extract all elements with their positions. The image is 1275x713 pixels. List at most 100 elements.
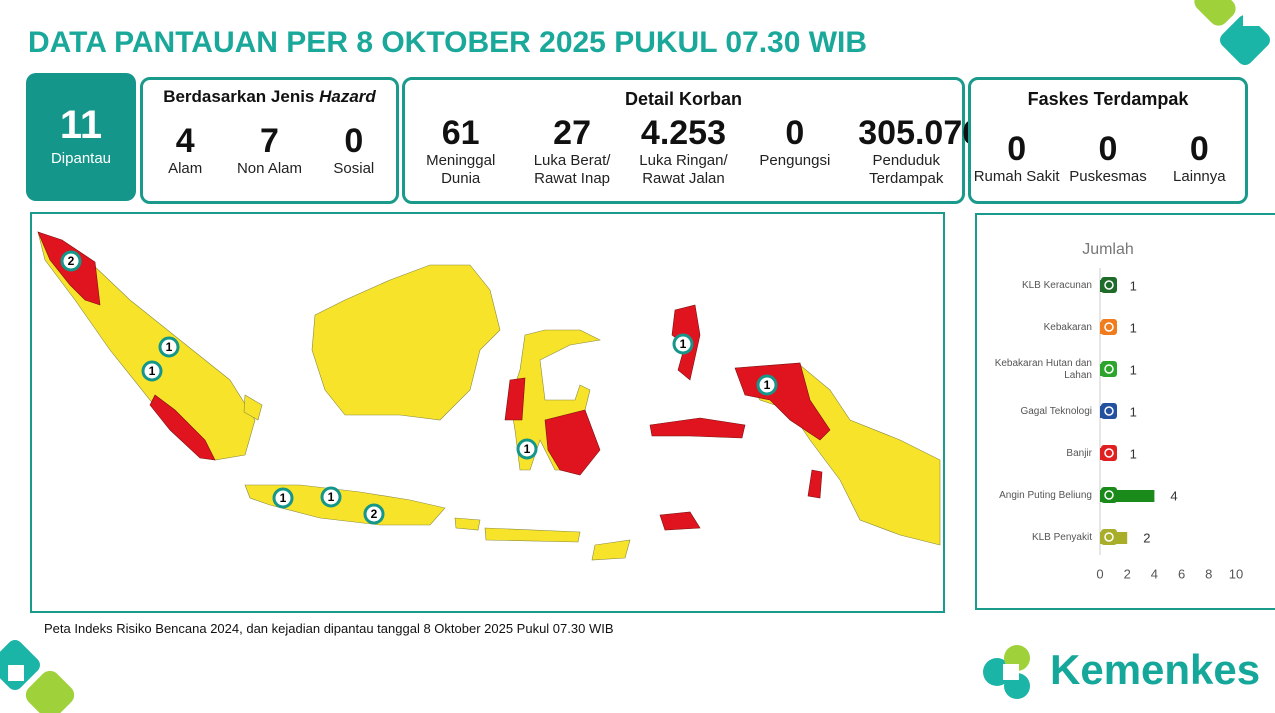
x-tick-label: 6	[1178, 566, 1185, 581]
category-text: KLB Penyakit	[1031, 532, 1092, 543]
category-label: Kebakaran Hutan dan Lahan	[994, 358, 1092, 381]
stat-label: Puskesmas	[1069, 168, 1147, 185]
risk-area	[649, 417, 746, 439]
stat: 7 Non Alam	[227, 122, 311, 178]
title-emphasis: Hazard	[319, 87, 376, 106]
stat-label: Meninggal Dunia	[426, 152, 496, 187]
chart-title: Jumlah	[1082, 241, 1134, 258]
value-label: 1	[1130, 404, 1137, 419]
category-icon	[1101, 277, 1117, 293]
marker	[320, 486, 342, 508]
icon-glyph	[1104, 448, 1114, 458]
category-text: Angin Puting Beliung	[999, 490, 1092, 501]
category-label: Gagal Teknologi	[1020, 406, 1092, 417]
marker-label: 1	[764, 378, 771, 392]
stat-value: 7	[260, 122, 279, 160]
category-icon	[1101, 445, 1117, 461]
stat: 61 Meninggal Dunia	[413, 114, 509, 188]
marker-label: 2	[371, 507, 378, 521]
map-caption: Peta Indeks Risiko Bencana 2024, dan kej…	[44, 621, 614, 636]
category-text: Kebakaran Hutan dan Lahan	[994, 358, 1092, 381]
card-title: Faskes Terdampak	[1027, 89, 1189, 109]
risk-area	[659, 511, 701, 531]
stat-value: 0	[785, 114, 805, 152]
page-title: DATA PANTAUAN PER 8 OKTOBER 2025 PUKUL 0…	[28, 26, 868, 59]
marker	[141, 360, 163, 382]
stat: 4 Alam	[143, 122, 227, 178]
corner-logo	[1194, 0, 1270, 65]
stat: 0 Sosial	[312, 122, 396, 178]
stat-label: Non Alam	[236, 160, 303, 177]
icon-glyph	[1104, 280, 1114, 290]
category-text: Kebakaran	[1043, 322, 1092, 333]
marker-label: 1	[524, 442, 531, 456]
category-label: Angin Puting Beliung	[999, 490, 1092, 501]
risk-area	[807, 469, 823, 499]
marker	[672, 333, 694, 355]
stat: 305.076 Penduduk Terdampak	[858, 114, 982, 188]
x-tick-label: 0	[1096, 566, 1103, 581]
stat: 4.253 Luka Ringan/ Rawat Jalan	[635, 114, 731, 188]
logo-text: Kemenkes	[1050, 646, 1261, 693]
risk-area	[149, 394, 216, 461]
items: 0 Rumah Sakit 0 Puskesmas 0 Lainnya	[971, 130, 1245, 186]
stat-value: 4.253	[640, 114, 727, 152]
marker-label: 1	[166, 340, 173, 354]
category-icon	[1101, 529, 1117, 545]
x-tick-label: 8	[1205, 566, 1212, 581]
risk-area	[544, 409, 601, 476]
island	[311, 264, 501, 421]
category-label: KLB Penyakit	[1031, 532, 1092, 543]
category-icon	[1101, 403, 1117, 419]
category-label: Banjir	[1066, 448, 1092, 459]
stat: 27 Luka Berat/ Rawat Inap	[524, 114, 620, 188]
marker	[158, 336, 180, 358]
category-icon	[1101, 319, 1117, 335]
stat-label: Alam	[168, 160, 203, 177]
stat-label: Rumah Sakit	[973, 168, 1060, 185]
value-label: 1	[1130, 446, 1137, 461]
stat-value: 4	[175, 122, 195, 160]
monitored-value: 11	[59, 103, 103, 147]
stat-label: Luka Berat/ Rawat Inap	[533, 152, 611, 187]
marker	[272, 487, 294, 509]
category-text: KLB Keracunan	[1021, 280, 1092, 291]
category-label: KLB Keracunan	[1021, 280, 1092, 291]
marker	[60, 250, 82, 272]
card-title: Berdasarkan Jenis Hazard	[143, 87, 396, 107]
marker-label: 1	[280, 491, 287, 505]
stat: 0 Rumah Sakit	[971, 130, 1062, 186]
x-tick-label: 10	[1229, 566, 1243, 581]
island	[454, 517, 481, 531]
icon-glyph	[1104, 532, 1114, 542]
chart: Jumlah 0 2 4 6 8 10 KLB Keracunan 1 Kebakaran 1 Ke…	[994, 241, 1244, 581]
category-text: Gagal Teknologi	[1020, 406, 1092, 417]
stat-value: 61	[441, 114, 480, 152]
monitored-card: 11 Dipantau	[26, 73, 136, 201]
map-frame	[30, 212, 945, 613]
stat-value: 0	[1007, 130, 1027, 168]
stat-value: 305.076	[858, 114, 982, 152]
icon-glyph	[1104, 406, 1114, 416]
marker	[756, 374, 778, 396]
casualty-card: Detail Korban 61 Meninggal Dunia 27 Luka Be…	[402, 77, 982, 204]
island	[244, 484, 446, 526]
category-label: Kebakaran	[1043, 322, 1092, 333]
chart-frame	[975, 213, 1275, 610]
x-tick-label: 4	[1151, 566, 1158, 581]
stat-value: 0	[1189, 130, 1209, 168]
marker-label: 1	[149, 364, 156, 378]
icon-glyph	[1104, 322, 1114, 332]
island	[243, 394, 263, 421]
value-label: 1	[1130, 278, 1137, 293]
stat-value: 0	[344, 122, 364, 160]
category-icon	[1101, 487, 1117, 503]
card-title: Detail Korban	[624, 89, 743, 109]
stat-value: 0	[1098, 130, 1118, 168]
stat: 0 Lainnya	[1154, 130, 1245, 186]
marker-label: 1	[680, 337, 687, 351]
stat: 0 Puskesmas	[1062, 130, 1153, 186]
stat-label: Sosial	[333, 160, 375, 177]
island	[484, 527, 581, 543]
icon-glyph	[1104, 490, 1114, 500]
